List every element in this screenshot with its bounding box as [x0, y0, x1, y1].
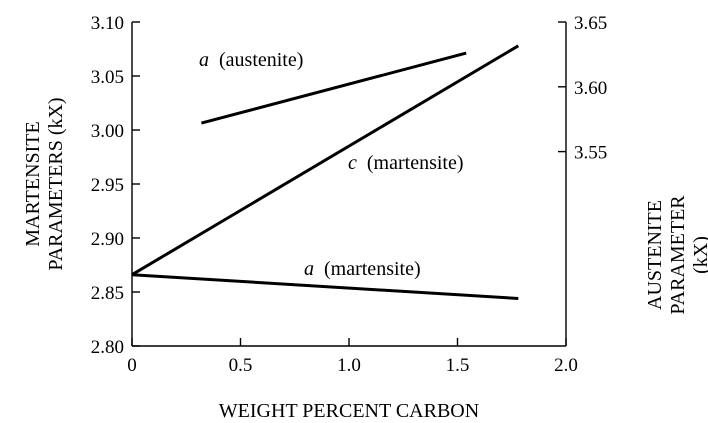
right-y-tick-label: 3.60 [574, 78, 607, 99]
left-y-tick-label: 2.85 [91, 283, 124, 304]
series-symbol: c [348, 152, 357, 174]
series-line-2 [131, 273, 519, 300]
left-y-tick-label: 3.05 [91, 67, 124, 88]
left-y-axis-label-line-1: MARTENSITE [22, 121, 44, 246]
series-label-austenite-a: a (austenite) [199, 49, 303, 71]
left-y-tick-label: 3.00 [91, 121, 124, 142]
series-phase: (austenite) [219, 49, 303, 71]
series-lines [131, 44, 520, 300]
left-y-axis-label-line-2: PARAMETERS (kX) [45, 97, 67, 270]
left-y-tick-label: 2.95 [91, 175, 124, 196]
series-symbol: a [304, 258, 314, 280]
series-label-martensite-c: c (martensite) [348, 152, 464, 174]
series-line-1 [131, 44, 520, 276]
left-y-tick-label: 2.90 [91, 229, 124, 250]
x-tick-label: 1.5 [446, 355, 470, 376]
right-y-tick-label: 3.55 [574, 143, 607, 164]
series-symbol: a [199, 49, 209, 71]
series-line-0 [201, 51, 467, 125]
left-y-tick-label: 2.80 [91, 337, 124, 358]
right-y-axis-label-line-3: (kX) [690, 236, 708, 274]
right-y-axis-label-line-1: AUSTENITE [644, 200, 666, 310]
right-y-axis-label: AUSTENITE PARAMETER (kX) [644, 195, 708, 315]
x-tick-label: 1.0 [337, 355, 361, 376]
ticks: 0 0.5 1.0 1.5 2.0 2.80 2.85 2.90 2.95 3.00 3.05 3.1… [91, 13, 608, 376]
right-y-axis-label-line-2: PARAMETER [667, 195, 689, 315]
series-phase: (martensite) [324, 258, 421, 280]
x-tick-label: 0.5 [229, 355, 253, 376]
x-tick-label: 2.0 [554, 355, 578, 376]
left-y-axis-label: MARTENSITE PARAMETERS (kX) [22, 97, 67, 270]
x-tick-label: 0 [127, 355, 137, 376]
x-axis-label: WEIGHT PERCENT CARBON [219, 400, 479, 422]
series-label-martensite-a: a (martensite) [304, 258, 421, 280]
right-y-tick-label: 3.65 [574, 13, 607, 34]
series-phase: (martensite) [367, 152, 464, 174]
left-y-tick-label: 3.10 [91, 13, 124, 34]
